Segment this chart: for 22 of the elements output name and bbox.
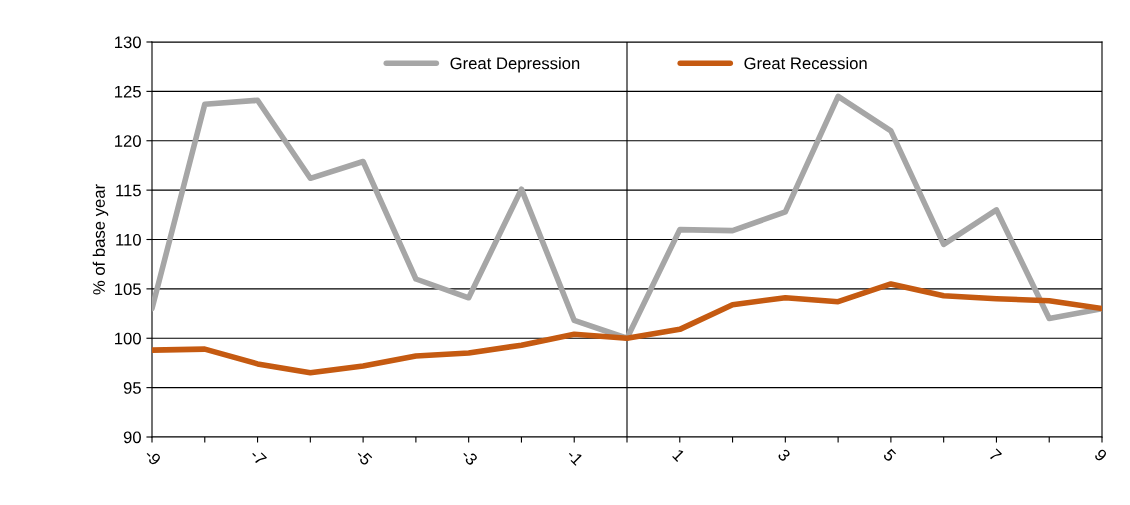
x-tick-label: 9 xyxy=(1093,448,1108,463)
y-tick-label: 115 xyxy=(116,184,141,197)
y-tick-label: 105 xyxy=(115,283,141,296)
x-tick-label: -9 xyxy=(143,448,162,466)
y-tick-label: 90 xyxy=(123,431,141,444)
x-tick-label: 3 xyxy=(777,448,792,463)
y-axis-title: % of base year xyxy=(92,184,109,295)
x-tick-label: -3 xyxy=(460,448,479,467)
y-tick-label: 110 xyxy=(116,233,141,246)
y-tick-label: 100 xyxy=(115,332,141,345)
x-tick-label: -5 xyxy=(354,448,373,467)
y-tick-label: 95 xyxy=(123,382,141,394)
x-tick-label: 5 xyxy=(882,448,897,463)
x-tick-label: -1 xyxy=(566,448,584,466)
x-tick-label: 7 xyxy=(988,448,1002,462)
y-tick-label: 120 xyxy=(115,135,141,147)
y-tick-label: 130 xyxy=(115,36,141,49)
legend-label: Great Recession xyxy=(744,57,867,70)
y-tick-label: 125 xyxy=(115,85,141,98)
x-tick-label: -7 xyxy=(249,448,268,466)
x-tick-label: 1 xyxy=(672,448,686,462)
legend-label: Great Depression xyxy=(450,57,580,73)
